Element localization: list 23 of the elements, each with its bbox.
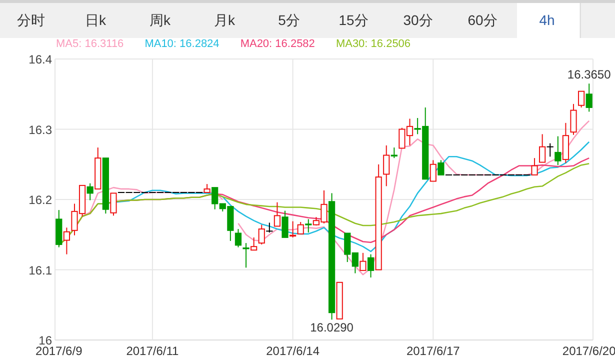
x-tick-label: 2017/6/14 <box>266 344 320 356</box>
annotation: 16.0290 <box>310 320 354 335</box>
text: 30分 <box>403 12 433 28</box>
text: MA20: 16.2582 <box>240 38 315 50</box>
text: 日k <box>85 12 107 28</box>
text: MA30: 16.2506 <box>336 38 411 50</box>
text: 周k <box>150 12 172 28</box>
x-tick-label: 2017/6/17 <box>406 344 460 356</box>
y-tick-label: 16.1 <box>28 263 52 278</box>
annotation: 16.3650 <box>567 68 612 82</box>
text: 15分 <box>338 12 368 28</box>
text: MA5: 16.3116 <box>56 38 124 50</box>
x-tick-label: 2017/6/20 <box>562 344 615 356</box>
text: 月k <box>214 12 236 28</box>
y-tick-label: 16.3 <box>28 122 52 137</box>
x-tick-label: 2017/6/11 <box>126 344 180 356</box>
y-tick-label: 16.4 <box>28 52 52 66</box>
y-tick-label: 16.2 <box>28 193 52 207</box>
text: 60分 <box>468 12 498 28</box>
text: 5分 <box>278 12 300 28</box>
text: MA10: 16.2824 <box>144 38 220 50</box>
text: 4h <box>539 12 555 28</box>
text: 分时 <box>17 12 45 28</box>
